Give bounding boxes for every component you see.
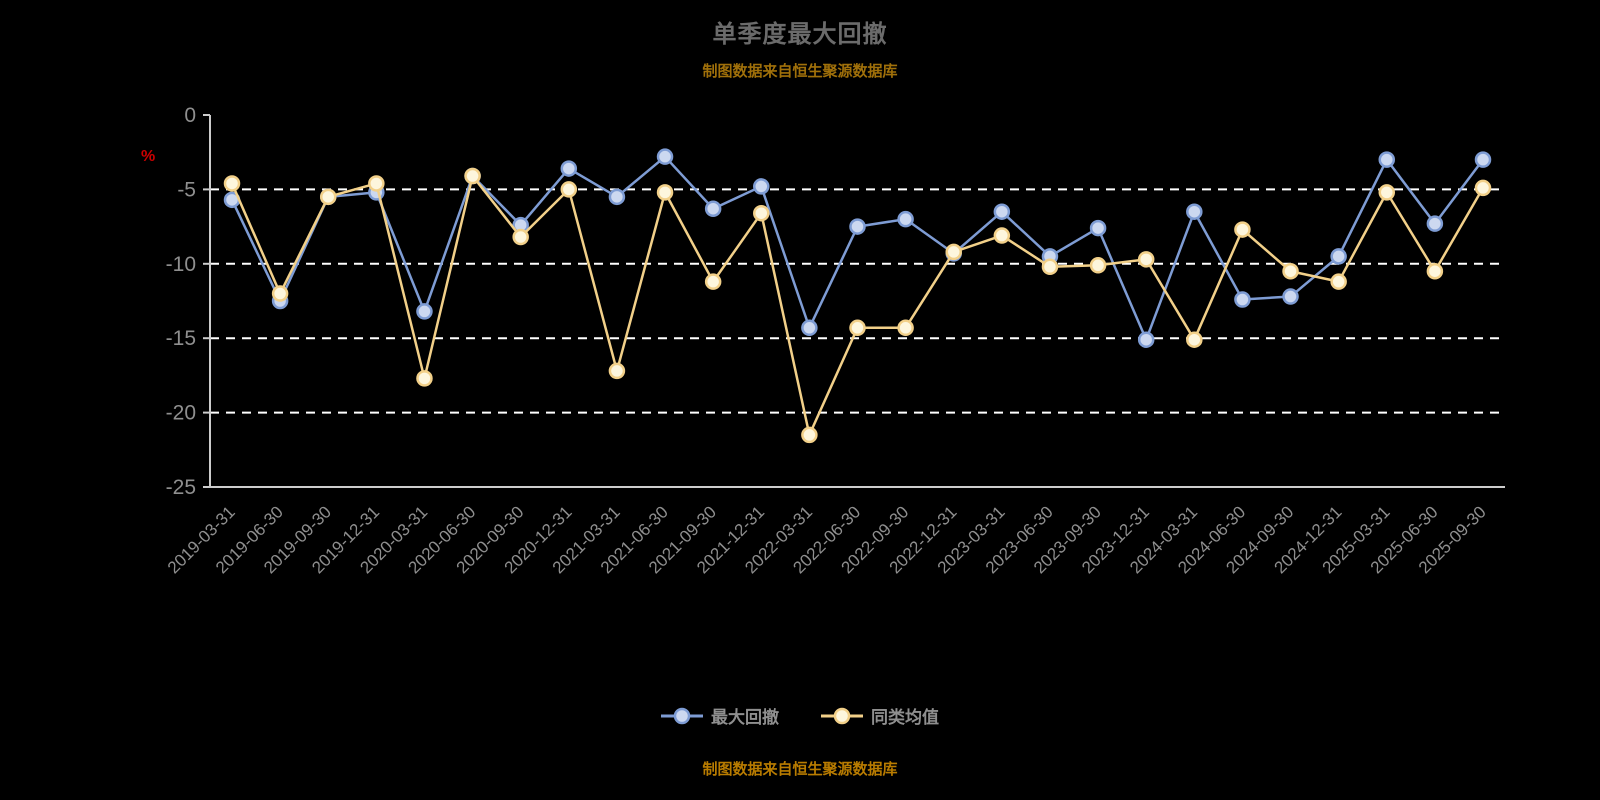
data-point[interactable] [1137,251,1155,268]
data-point[interactable] [1041,258,1059,276]
data-point[interactable] [801,426,818,444]
data-point[interactable] [1378,184,1396,201]
data-point[interactable] [1186,331,1203,348]
source-note-top: 制图数据来自恒生聚源数据库 [702,63,898,80]
data-point[interactable] [1378,151,1396,168]
data-point[interactable] [1282,288,1299,305]
data-point[interactable] [464,167,481,185]
data-point[interactable] [656,184,674,201]
data-point[interactable] [656,148,674,165]
source-note-bottom: 制图数据来自恒生聚源数据库 [702,761,898,778]
data-point[interactable] [1089,219,1107,237]
data-point[interactable] [1089,257,1107,274]
data-point[interactable] [1234,291,1251,308]
data-point[interactable] [993,227,1011,244]
data-point[interactable] [993,203,1011,220]
y-tick-label: 0 [184,104,196,127]
data-point[interactable] [560,160,578,177]
data-point[interactable] [608,188,626,206]
data-point[interactable] [271,285,289,302]
legend-marker-max-drawdown [661,707,703,724]
data-point[interactable] [801,319,818,337]
y-tick-label: -10 [166,253,196,276]
data-point[interactable] [704,273,722,290]
data-point[interactable] [704,200,722,217]
data-point[interactable] [319,188,337,206]
data-point[interactable] [1137,331,1155,348]
legend-marker-category-average [821,707,863,724]
data-point[interactable] [560,181,578,198]
y-tick-label: -20 [166,402,196,425]
data-point[interactable] [945,243,962,261]
data-point[interactable] [1234,221,1251,238]
legend-item-max-drawdown[interactable]: 最大回撤 [661,703,779,728]
data-point[interactable] [1330,273,1347,290]
y-tick-label: -25 [166,476,196,499]
data-point[interactable] [223,175,241,192]
y-tick-label: -15 [166,327,196,350]
y-tick-label: -5 [177,178,196,201]
data-point[interactable] [1426,215,1444,232]
data-point[interactable] [1474,151,1492,168]
legend-item-category-average[interactable]: 同类均值 [821,703,939,728]
data-point[interactable] [753,178,770,195]
data-point[interactable] [512,228,529,246]
data-point[interactable] [1330,248,1347,265]
data-point[interactable] [897,319,914,337]
chart-title: 单季度最大回撤 [712,21,888,48]
data-point[interactable] [1474,179,1492,197]
data-point[interactable] [416,303,433,320]
data-point[interactable] [849,319,866,337]
data-point[interactable] [1186,203,1203,220]
legend-label-category-average: 同类均值 [871,708,939,727]
data-point[interactable] [416,370,433,387]
data-point[interactable] [368,175,385,192]
data-point[interactable] [849,218,866,235]
data-point[interactable] [753,204,770,222]
data-point[interactable] [897,210,914,228]
data-point[interactable] [1282,262,1299,280]
y-axis-unit-label: % [141,148,156,165]
data-point[interactable] [608,362,626,380]
chart-legend: 最大回撤 同类均值 [0,703,1600,728]
legend-label-max-drawdown: 最大回撤 [711,708,779,727]
data-point[interactable] [1426,262,1444,280]
